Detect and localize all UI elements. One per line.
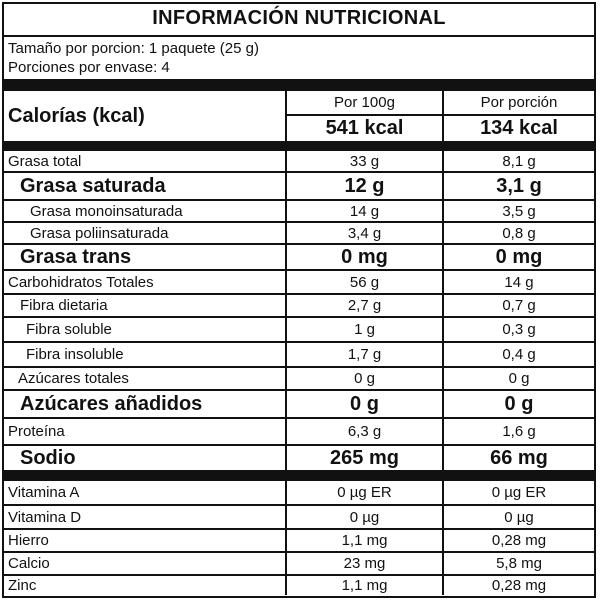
nutrient-row: Grasa trans 0 mg 0 mg xyxy=(4,243,594,271)
serving-info: Tamaño por porcion: 1 paquete (25 g) Por… xyxy=(4,37,594,79)
calories-per-serving: 134 kcal xyxy=(442,114,594,141)
value-per-100g: 0 µg ER xyxy=(285,481,444,506)
col-header-per-serving: Por porción xyxy=(442,91,594,116)
nutrient-row: Calcio 23 mg 5,8 mg xyxy=(4,551,594,576)
nutrient-row: Fibra soluble 1 g 0,3 g xyxy=(4,316,594,343)
nutrient-name: Vitamina A xyxy=(4,481,287,506)
serving-size: Tamaño por porcion: 1 paquete (25 g) xyxy=(8,40,259,57)
value-per-100g: 56 g xyxy=(285,269,444,295)
nutrient-name: Grasa total xyxy=(4,151,287,173)
value-per-serving: 0 mg xyxy=(442,243,594,271)
value-per-serving: 0,28 mg xyxy=(442,528,594,553)
value-per-serving: 66 mg xyxy=(442,444,594,470)
value-per-100g: 2,7 g xyxy=(285,293,444,318)
nutrient-name: Grasa poliinsaturada xyxy=(4,221,287,245)
value-per-serving: 0,8 g xyxy=(442,221,594,245)
nutrient-name: Grasa monoinsaturada xyxy=(4,199,287,223)
nutrient-row: Carbohidratos Totales 56 g 14 g xyxy=(4,269,594,295)
value-per-serving: 8,1 g xyxy=(442,151,594,173)
value-per-100g: 1,1 mg xyxy=(285,574,444,595)
value-per-serving: 5,8 mg xyxy=(442,551,594,576)
value-per-100g: 0 µg xyxy=(285,504,444,530)
nutrient-row: Fibra dietaria 2,7 g 0,7 g xyxy=(4,293,594,318)
value-per-serving: 0 g xyxy=(442,389,594,419)
value-per-100g: 33 g xyxy=(285,151,444,173)
value-per-100g: 3,4 g xyxy=(285,221,444,245)
nutrient-row: Zinc 1,1 mg 0,28 mg xyxy=(4,574,594,595)
nutrient-name: Vitamina D xyxy=(4,504,287,530)
nutrient-name: Calcio xyxy=(4,551,287,576)
nutrient-row: Grasa poliinsaturada 3,4 g 0,8 g xyxy=(4,221,594,245)
nutrient-name: Grasa trans xyxy=(4,243,287,271)
servings-per-container: Porciones por envase: 4 xyxy=(8,59,170,76)
value-per-serving: 0,4 g xyxy=(442,341,594,368)
value-per-serving: 0 µg xyxy=(442,504,594,530)
nutrient-name: Proteína xyxy=(4,417,287,446)
value-per-100g: 0 g xyxy=(285,389,444,419)
label-title: INFORMACIÓN NUTRICIONAL xyxy=(4,4,594,37)
value-per-100g: 1 g xyxy=(285,316,444,343)
nutrient-name: Fibra soluble xyxy=(4,316,287,343)
nutrients-table: Grasa total 33 g 8,1 g Grasa saturada 12 g 3,… xyxy=(4,151,594,470)
value-per-serving: 0,3 g xyxy=(442,316,594,343)
thick-divider xyxy=(4,79,594,91)
value-per-100g: 6,3 g xyxy=(285,417,444,446)
value-per-100g: 0 g xyxy=(285,366,444,391)
nutrient-row: Grasa saturada 12 g 3,1 g xyxy=(4,171,594,201)
value-per-serving: 14 g xyxy=(442,269,594,295)
calories-table: Calorías (kcal) Por 100g Por porción 541… xyxy=(4,91,594,141)
nutrient-name: Azúcares añadidos xyxy=(4,389,287,419)
value-per-100g: 1,7 g xyxy=(285,341,444,368)
nutrient-name: Hierro xyxy=(4,528,287,553)
nutrient-row: Fibra insoluble 1,7 g 0,4 g xyxy=(4,341,594,368)
nutrient-row: Proteína 6,3 g 1,6 g xyxy=(4,417,594,446)
value-per-serving: 1,6 g xyxy=(442,417,594,446)
calories-per-100g: 541 kcal xyxy=(286,114,444,141)
col-header-per-100g: Por 100g xyxy=(285,91,444,116)
nutrient-name: Zinc xyxy=(4,574,287,595)
nutrient-name: Sodio xyxy=(4,444,287,470)
value-per-serving: 3,5 g xyxy=(442,199,594,223)
value-per-serving: 3,1 g xyxy=(442,171,594,201)
calories-label: Calorías (kcal) xyxy=(4,91,287,141)
nutrient-name: Azúcares totales xyxy=(4,366,287,391)
value-per-serving: 0,28 mg xyxy=(442,574,594,595)
nutrient-name: Carbohidratos Totales xyxy=(4,269,287,295)
nutrient-name: Grasa saturada xyxy=(4,171,287,201)
value-per-serving: 0 g xyxy=(442,366,594,391)
value-per-serving: 0 µg ER xyxy=(442,481,594,506)
thick-divider xyxy=(4,470,594,481)
nutrient-row: Sodio 265 mg 66 mg xyxy=(4,444,594,470)
value-per-100g: 23 mg xyxy=(285,551,444,576)
value-per-100g: 265 mg xyxy=(285,444,444,470)
nutrient-name: Fibra insoluble xyxy=(4,341,287,368)
value-per-serving: 0,7 g xyxy=(442,293,594,318)
value-per-100g: 1,1 mg xyxy=(285,528,444,553)
nutrient-row: Grasa monoinsaturada 14 g 3,5 g xyxy=(4,199,594,223)
value-per-100g: 14 g xyxy=(285,199,444,223)
nutrient-row: Hierro 1,1 mg 0,28 mg xyxy=(4,528,594,553)
value-per-100g: 0 mg xyxy=(285,243,444,271)
nutrient-row: Grasa total 33 g 8,1 g xyxy=(4,151,594,173)
value-per-100g: 12 g xyxy=(285,171,444,201)
nutrient-name: Fibra dietaria xyxy=(4,293,287,318)
thick-divider xyxy=(4,141,594,151)
